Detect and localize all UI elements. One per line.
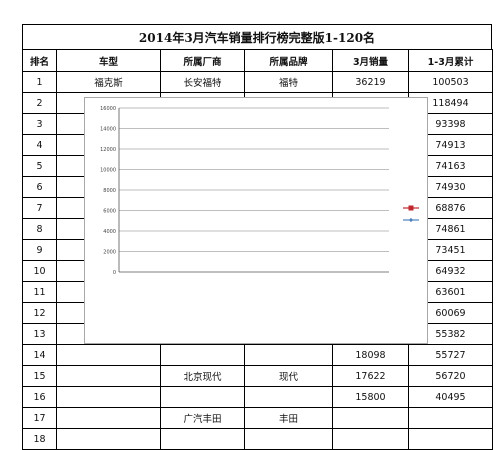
cell-brand[interactable]	[244, 386, 333, 408]
y-tick-label: 10000	[100, 168, 116, 174]
y-tick-label: 16000	[100, 106, 116, 112]
cell-q1-total[interactable]: 56720	[408, 365, 493, 387]
cell-march-sales[interactable]	[332, 428, 409, 450]
cell-rank[interactable]: 5	[22, 155, 57, 177]
cell-brand[interactable]: 丰田	[244, 407, 333, 429]
cell-rank[interactable]: 18	[22, 428, 57, 450]
cell-brand[interactable]	[244, 344, 333, 366]
cell-maker[interactable]	[160, 344, 245, 366]
cell-march-sales[interactable]: 36219	[332, 71, 409, 93]
cell-model[interactable]	[56, 365, 161, 387]
cell-maker[interactable]	[160, 386, 245, 408]
table-row: 17 广汽丰田 丰田	[22, 407, 493, 429]
cell-march-sales[interactable]: 17622	[332, 365, 409, 387]
y-tick-label: 6000	[103, 209, 116, 215]
sales-line-chart: 0 2000 4000 6000 8000 10000 12000 14000 16000	[100, 106, 419, 276]
cell-model[interactable]	[56, 407, 161, 429]
cell-rank[interactable]: 3	[22, 113, 57, 135]
cell-maker[interactable]: 广汽丰田	[160, 407, 245, 429]
cell-rank[interactable]: 13	[22, 323, 57, 345]
cell-model[interactable]	[56, 344, 161, 366]
cell-q1-total[interactable]	[408, 428, 493, 450]
cell-q1-total[interactable]: 40495	[408, 386, 493, 408]
cell-brand[interactable]: 现代	[244, 365, 333, 387]
cell-maker[interactable]: 北京现代	[160, 365, 245, 387]
col-header-model[interactable]: 车型	[56, 49, 161, 72]
cell-rank[interactable]: 11	[22, 281, 57, 303]
col-header-march-sales[interactable]: 3月销量	[332, 49, 409, 72]
cell-rank[interactable]: 12	[22, 302, 57, 324]
cell-rank[interactable]: 17	[22, 407, 57, 429]
cell-model[interactable]	[56, 428, 161, 450]
cell-rank[interactable]: 4	[22, 134, 57, 156]
y-tick-label: 12000	[100, 147, 116, 153]
cell-rank[interactable]: 10	[22, 260, 57, 282]
cell-rank[interactable]: 2	[22, 92, 57, 114]
cell-rank[interactable]: 15	[22, 365, 57, 387]
cell-rank[interactable]: 9	[22, 239, 57, 261]
cell-rank[interactable]: 8	[22, 218, 57, 240]
cell-model[interactable]	[56, 386, 161, 408]
table-row: 16 15800 40495	[22, 386, 493, 408]
cell-rank[interactable]: 7	[22, 197, 57, 219]
cell-q1-total[interactable]: 100503	[408, 71, 493, 93]
table-row: 14 18098 55727	[22, 344, 493, 366]
y-tick-label: 2000	[103, 250, 116, 256]
y-tick-label: 8000	[103, 188, 116, 194]
col-header-brand[interactable]: 所属品牌	[244, 49, 333, 72]
col-header-q1-total[interactable]: 1-3月累计	[408, 49, 493, 72]
table-row: 1 福克斯 长安福特 福特 36219 100503	[22, 71, 493, 93]
cell-rank[interactable]: 16	[22, 386, 57, 408]
legend-marker	[408, 205, 414, 211]
cell-model[interactable]: 福克斯	[56, 71, 161, 93]
cell-q1-total[interactable]	[408, 407, 493, 429]
col-header-maker[interactable]: 所属厂商	[160, 49, 245, 72]
cell-march-sales[interactable]	[332, 407, 409, 429]
cell-brand[interactable]	[244, 428, 333, 450]
table-row: 18	[22, 428, 493, 450]
cell-brand[interactable]: 福特	[244, 71, 333, 93]
chart-overlay[interactable]: 0 2000 4000 6000 8000 10000 12000 14000 16000	[84, 97, 428, 344]
table-row: 15 北京现代 现代 17622 56720	[22, 365, 493, 387]
cell-rank[interactable]: 1	[22, 71, 57, 93]
cell-q1-total[interactable]: 55727	[408, 344, 493, 366]
cell-march-sales[interactable]: 18098	[332, 344, 409, 366]
y-tick-label: 14000	[100, 127, 116, 133]
cell-maker[interactable]: 长安福特	[160, 71, 245, 93]
cell-maker[interactable]	[160, 428, 245, 450]
legend-marker	[408, 217, 414, 223]
cell-rank[interactable]: 14	[22, 344, 57, 366]
y-tick-label: 4000	[103, 229, 116, 235]
cell-march-sales[interactable]: 15800	[332, 386, 409, 408]
header-row: 排名 车型 所属厂商 所属品牌 3月销量 1-3月累计	[22, 49, 493, 72]
y-tick-label: 0	[113, 270, 116, 276]
col-header-rank[interactable]: 排名	[22, 49, 57, 72]
sheet-title: 2014年3月汽车销量排行榜完整版1-120名	[22, 24, 492, 49]
cell-rank[interactable]: 6	[22, 176, 57, 198]
